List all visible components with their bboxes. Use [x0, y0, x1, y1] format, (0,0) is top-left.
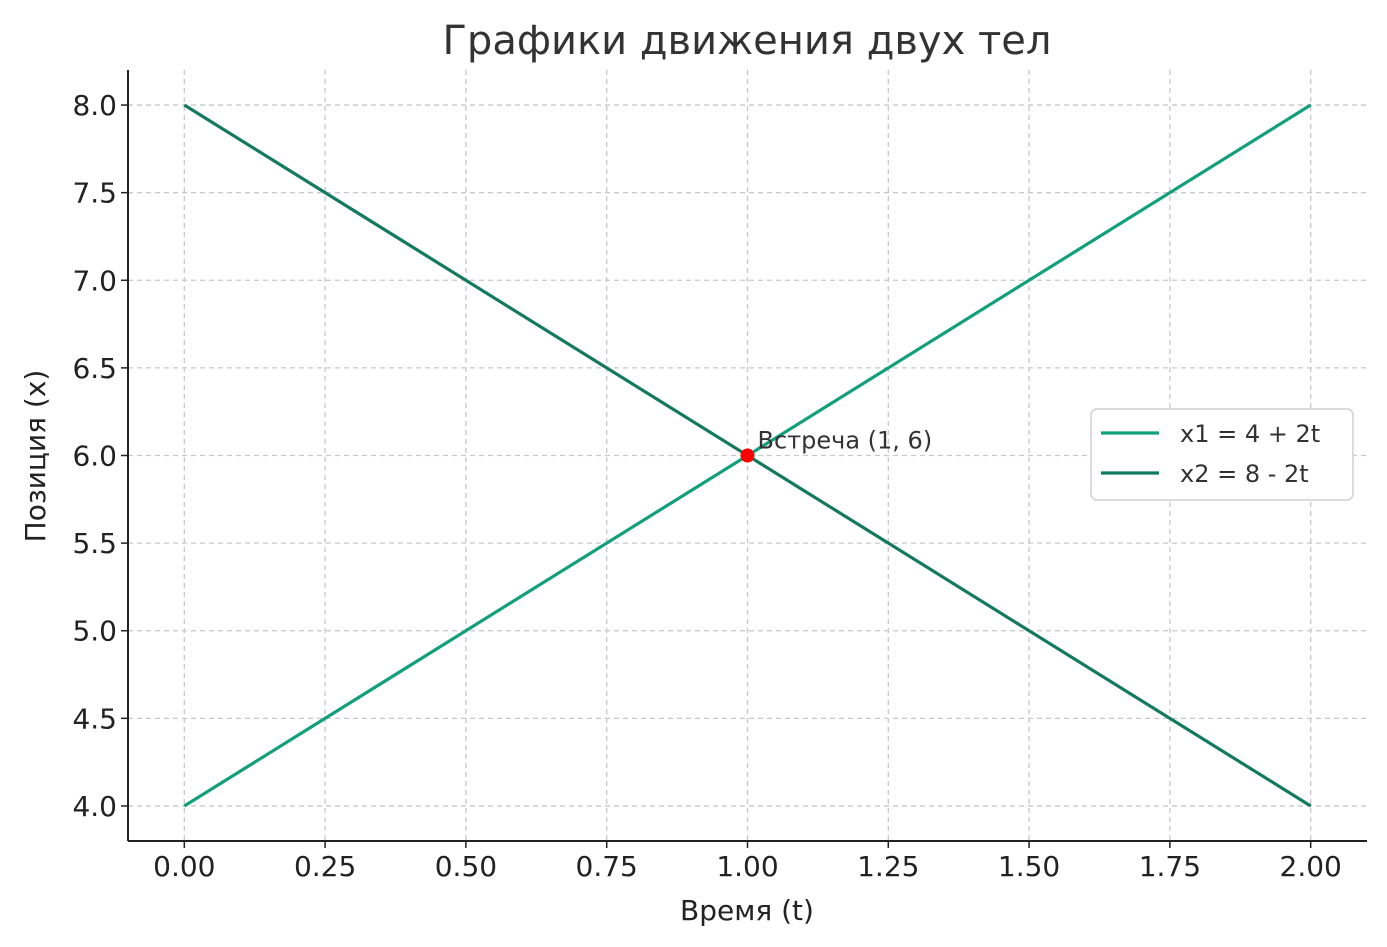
- legend-label-2: x2 = 8 - 2t: [1180, 460, 1309, 488]
- y-tick-label: 4.5: [72, 702, 117, 735]
- meeting-point-marker: [740, 448, 755, 463]
- y-ticks: 4.0 4.5 5.0 5.5 6.0 6.5 7.0 7.5 8.0: [72, 89, 128, 823]
- y-tick-label: 6.0: [72, 440, 117, 473]
- y-tick-label: 5.5: [72, 527, 117, 560]
- x-tick-label: 1.50: [998, 850, 1060, 883]
- y-tick-label: 7.5: [72, 177, 117, 210]
- x-tick-label: 1.00: [716, 850, 778, 883]
- x-tick-label: 0.75: [576, 850, 638, 883]
- y-tick-label: 5.0: [72, 615, 117, 648]
- chart-title: Графики движения двух тел: [443, 18, 1052, 64]
- annotations: Встреча (1, 6): [740, 427, 933, 463]
- y-tick-label: 6.5: [72, 352, 117, 385]
- x-tick-label: 0.00: [153, 850, 215, 883]
- y-tick-label: 8.0: [72, 89, 117, 122]
- y-tick-label: 4.0: [72, 790, 117, 823]
- legend: x1 = 4 + 2t x2 = 8 - 2t: [1090, 408, 1354, 501]
- x-ticks: 0.00 0.25 0.50 0.75 1.00 1.25 1.50 1.75 2.00: [153, 841, 1342, 883]
- x-tick-label: 0.25: [294, 850, 356, 883]
- y-axis-label: Позиция (x): [19, 370, 52, 543]
- x-tick-label: 2.00: [1280, 850, 1342, 883]
- legend-label-1: x1 = 4 + 2t: [1180, 420, 1320, 448]
- grid: [128, 70, 1367, 841]
- x-tick-label: 1.75: [1139, 850, 1201, 883]
- y-tick-label: 7.0: [72, 264, 117, 297]
- x-axis-label: Время (t): [680, 894, 814, 927]
- x-tick-label: 1.25: [857, 850, 919, 883]
- x-tick-label: 0.50: [435, 850, 497, 883]
- meeting-point-label: Встреча (1, 6): [758, 427, 933, 455]
